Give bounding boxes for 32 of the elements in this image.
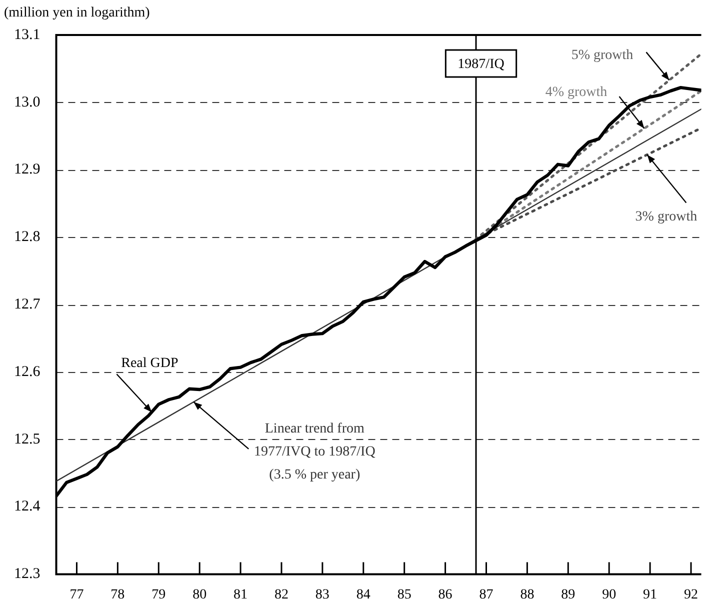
text: 5% growth <box>571 48 634 63</box>
y-tick-label: 12.5 <box>14 431 40 448</box>
x-tick-label: 89 <box>561 587 576 602</box>
text: Linear trend from 1977/IVQ to 1987/IQ (3.5 % per year) <box>254 422 376 483</box>
x-tick-label: 81 <box>234 587 248 602</box>
x-tick-label: 90 <box>602 587 616 602</box>
x-tick-label: 78 <box>110 587 125 602</box>
x-tick-label: 92 <box>684 587 698 602</box>
y-axis-title: (million yen in logarithm) <box>4 6 150 21</box>
x-tick-label: 79 <box>152 587 166 602</box>
text: 3% growth <box>635 209 698 224</box>
ref-line-label: 1987/IQ <box>458 57 504 72</box>
x-tick-label: 80 <box>192 587 207 602</box>
series-label: Real GDP <box>121 356 178 371</box>
x-tick-label: 82 <box>274 587 288 602</box>
y-tick-label: 13.0 <box>14 94 40 110</box>
y-tick-label: 12.3 <box>14 566 40 582</box>
x-tick-label: 83 <box>315 587 330 602</box>
y-tick-label: 12.7 <box>14 296 41 313</box>
x-tick-label: 77 <box>70 587 84 602</box>
y-tick-label: 12.6 <box>14 364 41 380</box>
text: 4% growth <box>545 85 608 100</box>
y-tick-label: 12.9 <box>14 162 40 178</box>
x-tick-label: 86 <box>438 587 452 602</box>
y-tick-label: 12.4 <box>14 498 41 515</box>
x-tick-label: 88 <box>520 587 534 602</box>
x-tick-label: 85 <box>397 587 412 602</box>
x-tick-label: 87 <box>479 587 494 602</box>
x-tick-label: 84 <box>356 587 370 602</box>
y-tick-label: 12.8 <box>14 229 40 246</box>
x-tick-label: 91 <box>643 587 658 602</box>
y-tick-label: 13.1 <box>14 26 40 43</box>
